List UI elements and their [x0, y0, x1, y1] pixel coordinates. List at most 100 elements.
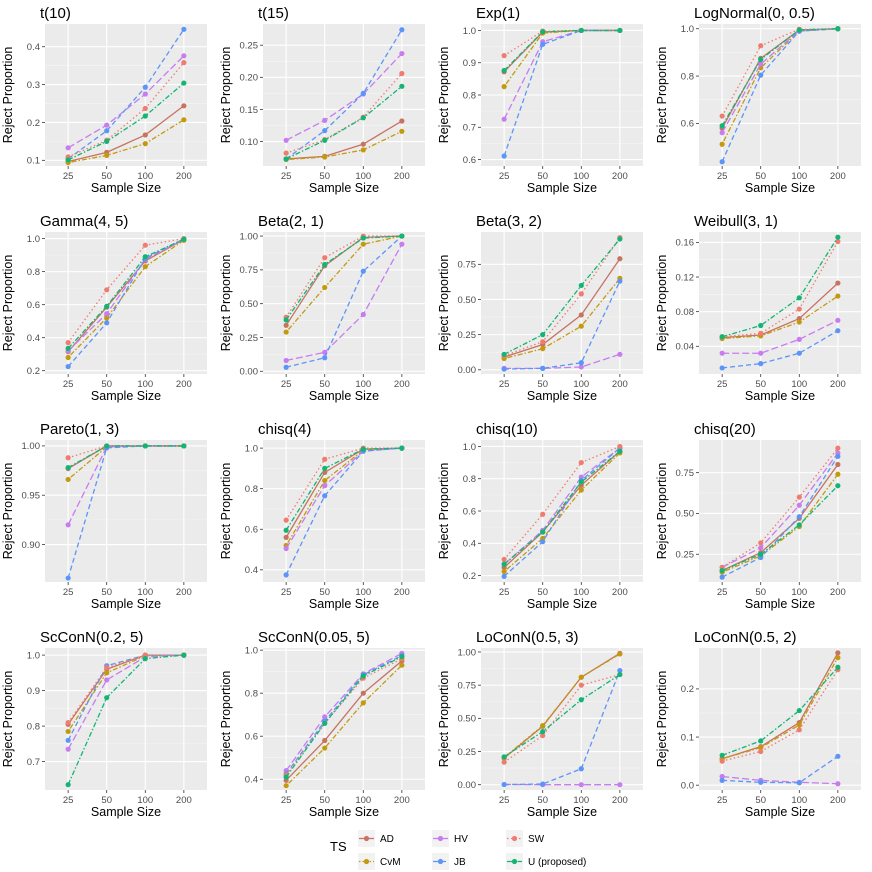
- legend-label: HV: [454, 834, 468, 845]
- y-tick-label: 0.75: [458, 260, 477, 271]
- data-point-jb: [796, 350, 802, 356]
- y-axis-label: Reject Proportion: [437, 255, 451, 352]
- data-point-jb: [142, 84, 148, 90]
- data-point-hv: [322, 483, 328, 489]
- panel-title: LoConN(0.5, 2): [694, 629, 797, 646]
- data-point-sw: [540, 511, 546, 517]
- data-point-u: [181, 236, 187, 242]
- data-point-u: [835, 483, 841, 489]
- data-point-sw: [578, 682, 584, 688]
- data-point-jb: [719, 777, 725, 783]
- y-tick-label: 0.25: [676, 550, 695, 561]
- y-axis-label: Reject Proportion: [219, 463, 233, 560]
- series-line-jb: [67, 654, 184, 741]
- panel-chisq-4: 0.4 0.6 0.8 1.0 25 50 100 200 chisq(4) Sample Siz…: [219, 421, 425, 611]
- data-point-ad: [283, 322, 289, 328]
- x-tick-label: 50: [101, 379, 112, 390]
- x-tick-label: 50: [537, 379, 548, 390]
- series-line-u: [285, 235, 402, 321]
- series-line-sw: [285, 73, 403, 154]
- series-line-cvm: [721, 657, 839, 760]
- data-point-u: [578, 27, 584, 34]
- panel-title: chisq(20): [694, 421, 756, 438]
- y-axis-label: Reject Proportion: [219, 47, 233, 144]
- data-point-cvm: [835, 293, 841, 299]
- data-point-u: [617, 27, 623, 34]
- x-tick-label: 200: [612, 795, 628, 806]
- panel-background: [45, 440, 207, 582]
- data-point-sw: [501, 759, 507, 765]
- series-line-u: [67, 82, 185, 161]
- x-tick-label: 50: [319, 587, 330, 598]
- data-point-jb: [835, 453, 841, 459]
- x-tick-label: 50: [755, 379, 766, 390]
- y-axis-label: Reject Proportion: [219, 255, 233, 352]
- x-tick-label: 200: [612, 379, 628, 390]
- data-point-ad: [360, 690, 366, 696]
- x-tick-label: 25: [281, 587, 292, 598]
- panel-weibull-3-1: 0.04 0.08 0.12 0.16 25 50 100 200 Weibull(3, 1) S…: [655, 213, 861, 403]
- y-tick-label: 0.25: [240, 41, 259, 52]
- panel-title: t(10): [40, 5, 71, 22]
- data-point-jb: [283, 572, 289, 578]
- x-axis-label: Sample Size: [309, 597, 379, 611]
- y-tick-label: 0.10: [240, 137, 259, 148]
- data-point-cvm: [501, 568, 507, 575]
- panel-beta-3-2: 0.00 0.25 0.50 0.75 25 50 100 200 Beta(3, 2) Samp…: [437, 213, 643, 403]
- data-point-jb: [578, 766, 584, 772]
- data-point-cvm: [796, 319, 802, 325]
- y-tick-label: 0.15: [240, 105, 259, 116]
- panel-title: LoConN(0.5, 3): [476, 629, 579, 646]
- data-point-hv: [104, 677, 110, 683]
- panel-title: chisq(10): [476, 421, 538, 438]
- y-tick-label: 0.50: [458, 295, 477, 306]
- data-point-u: [399, 83, 405, 89]
- legend-key-point: [363, 835, 370, 842]
- x-tick-label: 200: [830, 795, 846, 806]
- legend-entry-jb: JB: [432, 853, 466, 870]
- panel-t-15: 0.10 0.15 0.20 0.25 25 50 100 200 t(15) Sample Si…: [219, 5, 425, 195]
- data-point-jb: [758, 779, 764, 785]
- legend-title: TS: [330, 839, 347, 854]
- panel-background: [699, 440, 861, 582]
- data-point-hv: [796, 336, 802, 342]
- y-tick-label: 0.8: [463, 90, 476, 101]
- data-point-hv: [322, 714, 328, 720]
- data-point-hv: [65, 522, 71, 528]
- x-tick-label: 100: [355, 171, 371, 182]
- legend-entry-sw: SW: [506, 830, 545, 847]
- y-tick-label: 0.4: [27, 333, 40, 344]
- y-axis-label: Reject Proportion: [655, 47, 669, 144]
- data-point-jb: [65, 575, 71, 581]
- y-axis-label: Reject Proportion: [437, 47, 451, 144]
- data-point-hv: [617, 782, 623, 788]
- data-point-cvm: [617, 651, 623, 657]
- x-tick-label: 25: [63, 171, 74, 182]
- data-point-u: [835, 664, 841, 670]
- y-tick-label: 1.0: [245, 443, 258, 454]
- series-line-hv: [285, 447, 402, 549]
- x-tick-label: 100: [791, 587, 807, 598]
- y-tick-label: 1.00: [240, 231, 259, 242]
- x-tick-label: 200: [830, 379, 846, 390]
- x-tick-label: 25: [281, 379, 292, 390]
- series-line-ad: [721, 652, 839, 760]
- data-point-hv: [65, 145, 71, 151]
- series-line-sw: [721, 447, 839, 568]
- y-tick-label: 1.0: [463, 26, 476, 37]
- panel-loconn-0-5-2: 0.0 0.1 0.2 25 50 100 200 LoConN(0.5, 2) Sample …: [655, 629, 861, 819]
- y-tick-label: 0.9: [27, 686, 40, 697]
- y-axis-label: Reject Proportion: [655, 463, 669, 560]
- data-point-u: [399, 233, 405, 239]
- data-point-jb: [501, 153, 507, 159]
- panel-background: [45, 648, 207, 790]
- x-tick-label: 50: [537, 171, 548, 182]
- series-line-hv: [67, 55, 185, 149]
- x-tick-label: 100: [791, 379, 807, 390]
- legend-key-point: [437, 858, 444, 865]
- data-point-sw: [835, 445, 841, 451]
- y-tick-label: 0.90: [22, 540, 41, 551]
- data-point-u: [758, 738, 764, 744]
- x-tick-label: 200: [612, 587, 628, 598]
